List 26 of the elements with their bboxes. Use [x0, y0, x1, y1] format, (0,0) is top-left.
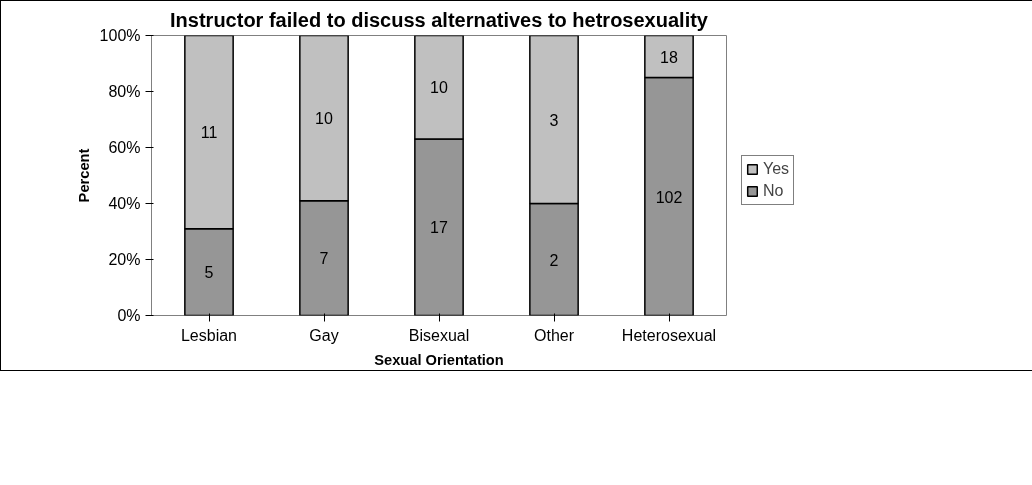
- y-tick-label: 40%: [108, 195, 141, 212]
- chart-title: Instructor failed to discuss alternatives to hetrosexuality: [170, 8, 709, 31]
- legend-label: Yes: [763, 160, 790, 178]
- x-tick-label: Other: [533, 326, 575, 344]
- x-tick-label: Bisexual: [408, 326, 470, 344]
- y-tick-label: 60%: [108, 139, 141, 156]
- annotation: 10: [430, 79, 448, 97]
- annotation: 5: [204, 264, 214, 282]
- y-tick-label: 0%: [117, 307, 141, 324]
- annotation: 17: [430, 219, 448, 237]
- x-axis-title: Sexual Orientation: [374, 351, 504, 368]
- y-tick-label: 80%: [108, 83, 141, 100]
- annotation: 18: [660, 48, 678, 66]
- y-tick-label: 20%: [108, 251, 141, 268]
- annotation: 102: [655, 188, 683, 206]
- annotation: 7: [319, 250, 329, 268]
- x-tick-label: Gay: [309, 326, 339, 344]
- annotation: 11: [200, 124, 218, 142]
- legend-label: No: [763, 182, 784, 200]
- annotation: 3: [549, 111, 559, 129]
- annotation: 2: [549, 251, 559, 269]
- y-axis-title: Percent: [75, 148, 92, 203]
- y-tick-label: 100%: [99, 27, 141, 44]
- x-tick-label: Heterosexual: [621, 326, 717, 344]
- x-tick-label: Lesbian: [180, 326, 238, 344]
- annotation: 10: [315, 110, 333, 128]
